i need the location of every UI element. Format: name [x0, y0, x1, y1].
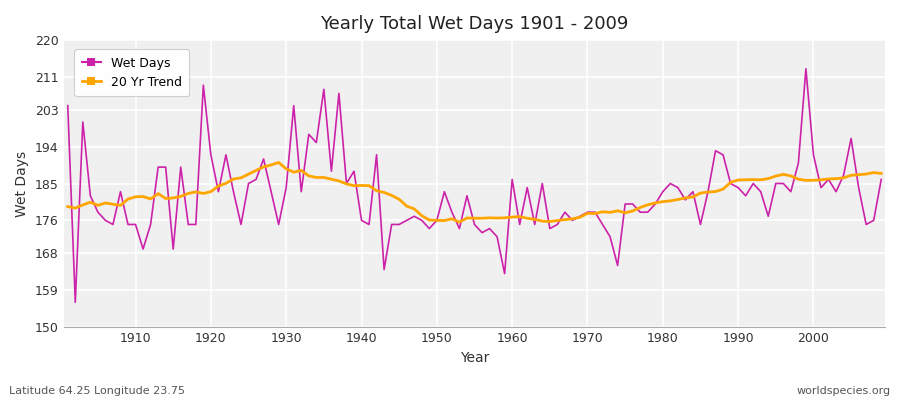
Text: worldspecies.org: worldspecies.org	[796, 386, 891, 396]
Title: Yearly Total Wet Days 1901 - 2009: Yearly Total Wet Days 1901 - 2009	[320, 15, 629, 33]
Text: Latitude 64.25 Longitude 23.75: Latitude 64.25 Longitude 23.75	[9, 386, 185, 396]
Legend: Wet Days, 20 Yr Trend: Wet Days, 20 Yr Trend	[75, 49, 189, 96]
Y-axis label: Wet Days: Wet Days	[15, 150, 29, 216]
X-axis label: Year: Year	[460, 351, 490, 365]
